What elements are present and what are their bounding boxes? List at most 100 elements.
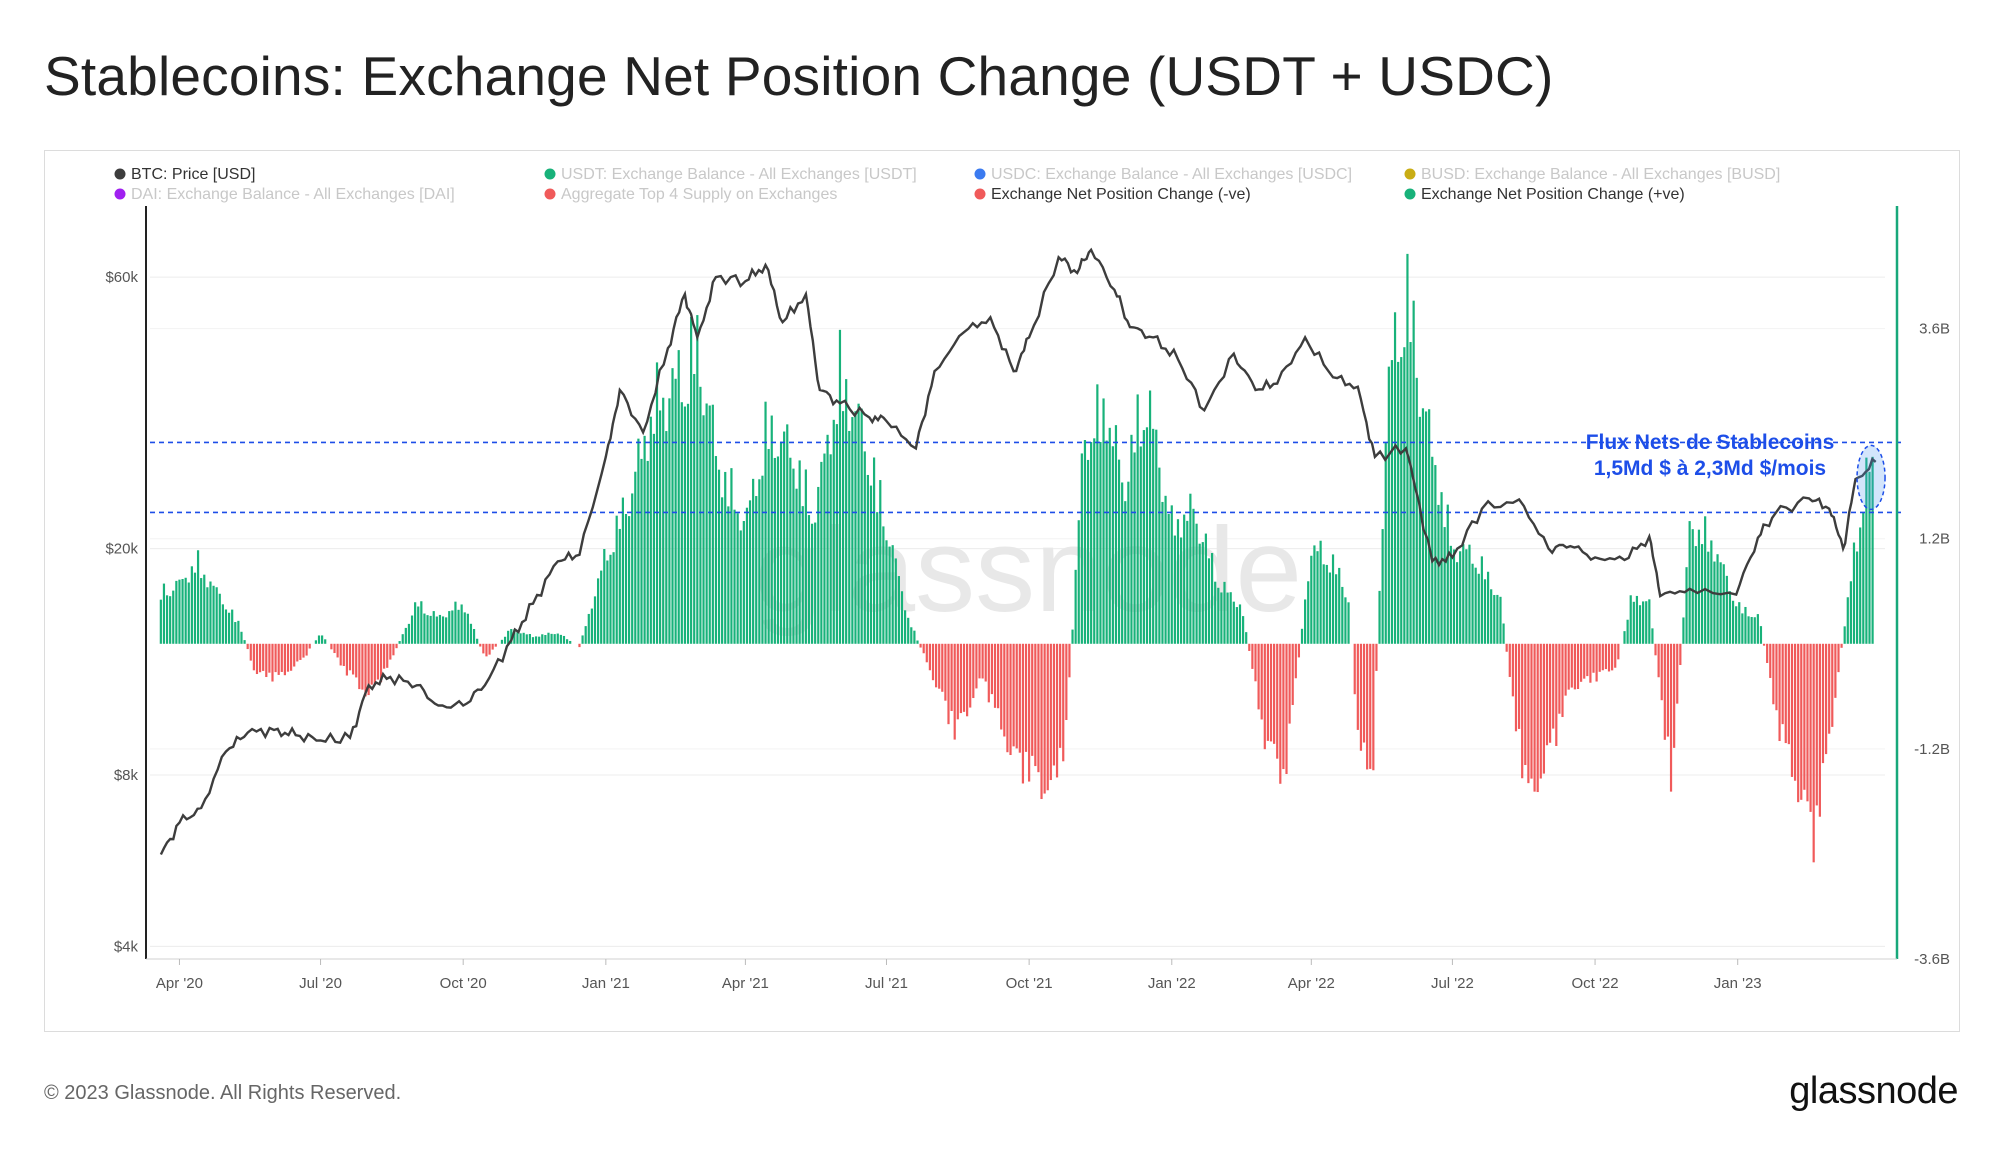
net-bar-505 [1725, 575, 1728, 644]
net-bar-130 [562, 635, 566, 644]
net-bar-524 [1784, 643, 1787, 744]
net-bar-417 [1452, 549, 1456, 644]
net-bar-265 [981, 643, 984, 679]
net-bar-30 [252, 643, 255, 671]
net-bar-63 [355, 643, 358, 678]
net-bar-504 [1722, 564, 1725, 644]
legend-label-4[interactable]: DAI: Exchange Balance - All Exchanges [D… [131, 186, 455, 203]
net-bar-323 [1161, 501, 1164, 644]
net-bar-328 [1176, 519, 1180, 644]
net-bar-198 [773, 457, 776, 644]
net-bar-392 [1375, 643, 1378, 671]
net-bar-225 [857, 403, 860, 644]
net-bar-240 [903, 610, 907, 644]
net-bar-131 [565, 639, 569, 644]
net-bar-85 [423, 613, 426, 644]
net-bar-352 [1251, 643, 1254, 669]
net-bar-365 [1291, 643, 1294, 706]
net-bar-537 [1824, 643, 1828, 755]
legend-label-3[interactable]: BUSD: Exchange Balance - All Exchanges [… [1421, 166, 1780, 183]
net-bar-226 [860, 408, 863, 644]
net-bar-489 [1676, 643, 1679, 704]
legend-label-2[interactable]: USDC: Exchange Balance - All Exchanges [… [991, 166, 1352, 183]
net-bar-248 [928, 643, 931, 671]
net-bar-330 [1183, 514, 1186, 644]
net-bar-147 [615, 515, 618, 644]
net-bar-322 [1158, 467, 1161, 644]
net-bar-12 [196, 550, 200, 644]
net-bar-421 [1465, 549, 1468, 644]
net-bar-145 [609, 554, 612, 644]
glassnode-logo[interactable]: glassnode [1789, 1070, 1958, 1112]
x-tick-10: Oct '22 [1572, 975, 1619, 992]
net-bar-74 [389, 643, 392, 660]
net-bar-359 [1273, 643, 1276, 744]
net-bar-299 [1086, 459, 1090, 644]
net-bar-535 [1818, 643, 1821, 817]
net-bar-361 [1279, 643, 1282, 784]
net-bar-316 [1139, 446, 1142, 644]
legend-label-0[interactable]: BTC: Price [USD] [131, 166, 255, 183]
net-bar-197 [770, 415, 773, 644]
net-bar-464 [1598, 643, 1601, 672]
net-bar-260 [966, 643, 969, 717]
net-bar-148 [618, 528, 621, 644]
net-bar-483 [1657, 643, 1660, 678]
net-bar-239 [900, 591, 904, 644]
net-bar-487 [1669, 643, 1673, 792]
net-bar-300 [1090, 442, 1093, 644]
net-bar-356 [1263, 643, 1266, 750]
net-bar-278 [1021, 643, 1025, 784]
legend-label-6[interactable]: Exchange Net Position Change (-ve) [991, 186, 1251, 203]
legend-label-7[interactable]: Exchange Net Position Change (+ve) [1421, 186, 1685, 203]
annotation-line-1: Flux Nets de Stablecoins [1586, 431, 1835, 454]
net-bar-409 [1428, 409, 1431, 644]
net-bar-325 [1167, 514, 1170, 644]
net-bar-244 [916, 640, 919, 644]
x-axis-ticks: Apr '20 Jul '20 Oct '20 Jan '21 Apr '21 Jul '… [156, 959, 1762, 992]
net-bar-292 [1065, 643, 1068, 721]
net-bar-151 [628, 516, 631, 644]
net-bar-541 [1837, 643, 1840, 673]
net-bar-545 [1849, 581, 1852, 644]
net-bar-82 [414, 602, 417, 644]
net-bar-410 [1431, 456, 1434, 644]
net-bar-440 [1524, 643, 1527, 766]
net-bar-235 [888, 546, 891, 644]
net-bar-497 [1700, 544, 1704, 644]
net-bar-427 [1483, 579, 1487, 644]
legend-label-1[interactable]: USDT: Exchange Balance - All Exchanges [… [561, 166, 917, 183]
net-bar-362 [1282, 643, 1285, 770]
net-bar-548 [1859, 527, 1862, 644]
net-bar-171 [690, 317, 693, 644]
net-bar-257 [956, 643, 959, 720]
net-bar-7 [181, 579, 184, 644]
net-bar-456 [1573, 643, 1577, 690]
net-bar-472 [1623, 631, 1626, 644]
net-bar-159 [652, 433, 656, 644]
net-bar-360 [1276, 643, 1279, 759]
net-bar-135 [578, 643, 581, 648]
legend-dot-1 [544, 168, 556, 180]
net-bar-550 [1865, 457, 1868, 644]
net-bar-443 [1533, 643, 1536, 792]
net-bar-297 [1080, 453, 1083, 644]
net-bar-552 [1871, 456, 1874, 644]
net-bar-72 [383, 643, 386, 669]
net-bar-188 [742, 521, 745, 644]
net-bar-21 [224, 609, 228, 644]
x-tick-8: Apr '22 [1288, 975, 1335, 992]
net-bar-51 [317, 635, 321, 644]
net-bar-465 [1601, 643, 1604, 671]
net-bar-43 [293, 643, 296, 667]
net-bar-220 [841, 411, 845, 644]
net-bar-475 [1632, 601, 1635, 644]
legend-label-5[interactable]: Aggregate Top 4 Supply on Exchanges [561, 186, 837, 203]
net-bar-58 [339, 643, 342, 666]
net-bar-84 [420, 601, 423, 644]
net-bar-52 [321, 635, 324, 644]
net-bar-113 [510, 629, 513, 644]
net-bar-347 [1235, 607, 1238, 644]
net-bar-114 [513, 629, 516, 644]
net-bar-24 [234, 622, 237, 644]
